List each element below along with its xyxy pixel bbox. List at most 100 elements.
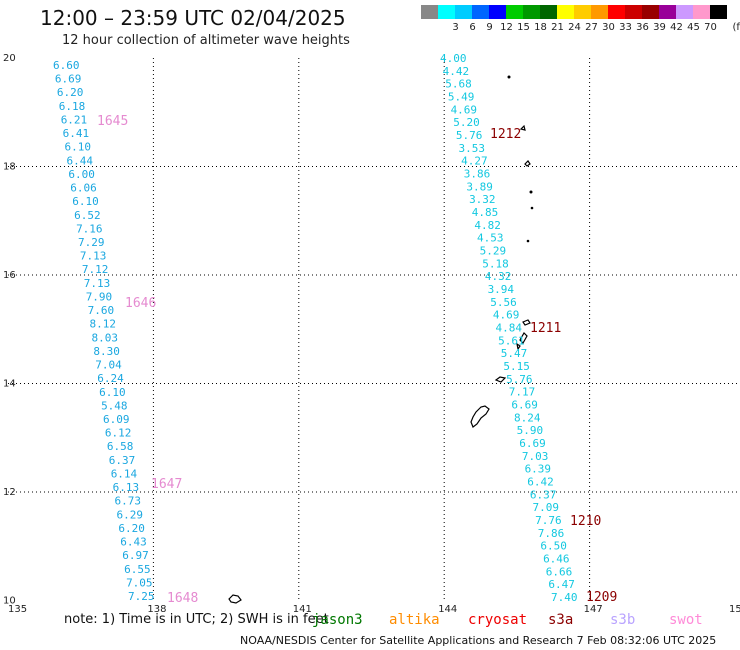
wave-height-value: 6.10 [72,195,99,208]
wave-height-value: 7.05 [126,576,153,589]
longitude-tick-label: 138 [147,604,166,615]
satellite-legend: jason3 altika cryosat s3a s3b swot [0,612,740,630]
tinian-island-outline [516,342,521,351]
wave-height-value: 7.76 [535,514,562,527]
colorbar-tick-label: 45 [687,22,700,33]
colorbar-swatch [591,5,608,19]
altimeter-tracks: 6.606.696.206.186.216.416.106.446.006.06… [53,52,617,606]
wave-height-value: 6.10 [65,141,92,154]
wave-height-value: 6.60 [53,59,80,72]
wave-height-value: 6.43 [120,536,147,549]
colorbar-swatch [642,5,659,19]
wave-height-value: 6.24 [97,372,124,385]
wave-height-value: 5.49 [448,91,475,104]
wave-height-value: 7.17 [509,386,536,399]
wave-height-value: 3.86 [464,168,491,181]
wave-height-value: 6.12 [105,427,132,440]
wave-height-value: 6.20 [118,522,145,535]
wave-height-value: 6.73 [115,495,141,508]
colorbar-swatch [659,5,676,19]
colorbar-swatch [693,5,710,19]
colorbar-swatch [574,5,591,19]
wave-height-value: 6.69 [511,399,538,412]
latitude-tick-label: 14 [3,379,16,390]
wave-height-value: 6.50 [540,540,567,553]
colorbar-swatch [557,5,574,19]
wave-height-value: 8.12 [90,318,117,331]
longitude-tick-label: 147 [584,604,603,615]
wave-height-value: 6.39 [525,463,552,476]
satellite-legend-altika: altika [389,612,440,628]
latitude-tick-label: 18 [3,162,16,173]
colorbar-tick-label: 70 [704,22,717,33]
colorbar-swatch [608,5,625,19]
colorbar-swatch [438,5,455,19]
wave-height-value: 8.24 [514,411,541,424]
axis-tick-labels: 135138141144147150201816141210 [3,53,740,615]
wave-height-value: 6.37 [109,454,135,467]
colorbar-swatch [455,5,472,19]
wave-height-value: 6.20 [57,86,84,99]
wave-height-value: 6.14 [111,467,138,480]
wave-height-value: 4.00 [440,52,467,65]
wave-height-value: 5.76 [506,373,532,386]
sarigan-islet [526,239,530,243]
pass-time-label: 1211 [530,321,561,336]
wave-height-value: 6.69 [55,73,82,86]
colorbar-tick-label: 15 [517,22,530,33]
wave-height-value: 7.40 [551,591,578,604]
colorbar-tick-label: 33 [619,22,632,33]
wave-height-value: 6.00 [68,168,95,181]
wave-height-value: 6.42 [527,476,554,489]
wave-height-value: 4.82 [474,219,501,232]
satellite-legend-s3b: s3b [610,612,636,628]
wave-height-value: 5.90 [517,424,544,437]
colorbar-tick-label: 9 [486,22,493,33]
colorbar-unit: (ft) [732,22,740,33]
wave-height-value: 5.29 [480,245,507,258]
satellite-legend-jason3: jason3 [312,612,363,628]
wave-height-value: 7.25 [128,590,155,603]
wave-height-value: 5.56 [490,296,517,309]
pass-time-label: 1212 [490,127,521,142]
wave-height-value: 7.29 [78,236,105,249]
wave-height-value: 7.04 [95,359,122,372]
colorbar-swatch [540,5,557,19]
agrihan-island-outline [519,124,526,131]
wave-height-value: 5.15 [503,360,530,373]
wave-height-value: 6.13 [113,481,140,494]
wave-height-value: 8.30 [93,345,120,358]
wave-height-value: 7.60 [88,304,115,317]
wave-height-value: 8.03 [91,331,118,344]
wave-height-value: 6.97 [122,549,149,562]
wave-height-value: 4.42 [443,65,470,78]
farallon-de-pajaros-islet [507,75,511,79]
colorbar-swatch [506,5,523,19]
colorbar-tick-label: 3 [452,22,459,33]
wave-height-value: 6.37 [530,488,557,501]
wave-height-value: 4.27 [461,155,488,168]
colorbar-swatch [523,5,540,19]
colorbar-swatch [625,5,642,19]
colorbar-tick-label: 42 [670,22,683,33]
saipan-island-outline [519,332,528,344]
wave-height-value: 6.46 [543,553,570,566]
wave-height-value: 5.68 [445,78,472,91]
wave-height-value: 6.29 [116,508,143,521]
longitude-tick-label: 150 [729,604,740,615]
latitude-tick-label: 20 [3,53,16,64]
latitude-tick-label: 12 [3,487,16,498]
colorbar-tick-label: 24 [568,22,581,33]
latitude-tick-label: 16 [3,270,16,281]
pass-time-label: 1647 [151,477,182,492]
latitude-tick-label: 10 [3,596,16,607]
wave-height-value: 3.53 [459,142,486,155]
anatahan-island-outline [522,319,531,326]
wave-height-value: 4.69 [451,103,478,116]
wave-height-value: 6.06 [70,182,97,195]
wave-height-value: 3.94 [488,283,515,296]
wave-height-value: 4.69 [493,309,520,322]
yap-island-outline [228,594,242,604]
colorbar-swatch [489,5,506,19]
